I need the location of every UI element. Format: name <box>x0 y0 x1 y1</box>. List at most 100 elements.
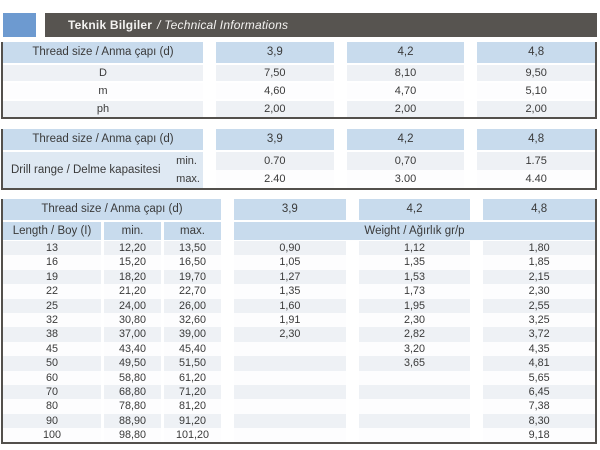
table3-row-70: 70 68,80 71,20 6,45 <box>3 384 595 400</box>
table2-header-size-4-8: 4,8 <box>477 129 595 150</box>
max-cell: 101,20 <box>164 428 221 443</box>
weight-4-2-cell: 1,53 <box>358 269 471 285</box>
table2-header-row: Thread size / Anma çapı (d) 3,9 4,2 4,8 <box>3 129 595 150</box>
table1-header-size-3-9: 3,9 <box>216 42 334 63</box>
weight-3-9-cell: 0,90 <box>234 241 346 256</box>
weight-3-9-cell: 1,05 <box>234 255 346 270</box>
value-cell: 2,00 <box>477 101 595 117</box>
min-cell: 78,80 <box>104 399 161 414</box>
length-cell: 100 <box>3 428 101 443</box>
weight-4-2-cell: 2,30 <box>358 312 471 328</box>
table3-header-row: Thread size / Anma çapı (d) 3,9 4,2 4,8 <box>3 199 595 220</box>
table-length-weight: Thread size / Anma çapı (d) 3,9 4,2 4,8 … <box>1 199 597 445</box>
length-cell: 32 <box>3 312 101 328</box>
weight-4-8-cell: 2,15 <box>483 269 595 285</box>
weight-4-2-cell: 3,65 <box>358 356 471 371</box>
table3-row-80: 80 78,80 81,20 7,38 <box>3 399 595 414</box>
max-cell: 13,50 <box>164 241 221 256</box>
min-cell: 68,80 <box>104 384 161 400</box>
weight-4-8-cell: 8,30 <box>483 413 595 429</box>
table3-header-size-4-2: 4,2 <box>358 199 471 220</box>
min-cell: 37,00 <box>104 327 161 342</box>
table3-row-45: 45 43,40 45,40 3,20 4,35 <box>3 341 595 357</box>
max-cell: 51,50 <box>164 356 221 371</box>
weight-4-8-cell: 9,18 <box>483 428 595 443</box>
table1-row-m: m 4,60 4,70 5,10 <box>3 83 595 99</box>
table3-header-size-4-8: 4,8 <box>483 199 595 220</box>
table3-body: 13 12,20 13,50 0,90 1,12 1,80 16 15,20 16,50 1,05… <box>3 241 595 443</box>
table2-header-label: Thread size / Anma çapı (d) <box>3 129 203 150</box>
length-cell: 45 <box>3 341 101 357</box>
page-title-turkish: Teknik Bilgiler <box>68 18 153 32</box>
min-cell: 24,00 <box>104 298 161 313</box>
weight-3-9-cell: 1,91 <box>234 312 346 328</box>
min-cell: 21,20 <box>104 284 161 299</box>
drill-min-3-9: 0.70 <box>216 152 334 170</box>
max-cell: 71,20 <box>164 384 221 400</box>
drill-min-4-8: 1.75 <box>477 152 595 170</box>
drill-min-4-2: 0,70 <box>346 152 465 170</box>
value-cell: 9,50 <box>477 65 595 81</box>
max-cell: 81,20 <box>164 399 221 414</box>
page-title-english: / Technical Informations <box>157 18 289 32</box>
row-label: m <box>3 83 203 99</box>
max-cell: 19,70 <box>164 269 221 285</box>
value-cell: 7,50 <box>216 65 334 81</box>
value-cell: 2,00 <box>346 101 465 117</box>
weight-4-2-cell <box>358 413 471 429</box>
min-cell: 12,20 <box>104 241 161 256</box>
min-cell: 43,40 <box>104 341 161 357</box>
weight-3-9-cell: 1,35 <box>234 284 346 299</box>
length-cell: 70 <box>3 384 101 400</box>
length-cell: 60 <box>3 370 101 385</box>
table3-row-22: 22 21,20 22,70 1,35 1,73 2,30 <box>3 284 595 299</box>
weight-4-8-cell: 2,55 <box>483 298 595 313</box>
length-cell: 25 <box>3 298 101 313</box>
table3-row-38: 38 37,00 39,00 2,30 2,82 3,72 <box>3 327 595 342</box>
weight-3-9-cell <box>234 356 346 371</box>
weight-4-2-cell: 3,20 <box>358 341 471 357</box>
max-cell: 39,00 <box>164 327 221 342</box>
weight-4-8-cell: 3,72 <box>483 327 595 342</box>
weight-4-2-cell <box>358 428 471 443</box>
max-cell: 91,20 <box>164 413 221 429</box>
length-column-header: Length / Boy (I) <box>3 222 101 240</box>
value-cell: 5,10 <box>477 83 595 99</box>
length-cell: 22 <box>3 284 101 299</box>
table1-header-label: Thread size / Anma çapı (d) <box>3 42 203 63</box>
max-cell: 32,60 <box>164 312 221 328</box>
max-cell: 26,00 <box>164 298 221 313</box>
length-cell: 50 <box>3 356 101 371</box>
min-cell: 30,80 <box>104 312 161 328</box>
weight-4-8-cell: 1,80 <box>483 241 595 256</box>
weight-4-8-cell: 4,35 <box>483 341 595 357</box>
weight-4-8-cell: 5,65 <box>483 370 595 385</box>
weight-4-2-cell: 1,73 <box>358 284 471 299</box>
length-cell: 38 <box>3 327 101 342</box>
length-cell: 16 <box>3 255 101 270</box>
table3-row-25: 25 24,00 26,00 1,60 1,95 2,55 <box>3 298 595 313</box>
table1-header-size-4-8: 4,8 <box>477 42 595 63</box>
weight-3-9-cell: 1,27 <box>234 269 346 285</box>
table3-row-60: 60 58,80 61,20 5,65 <box>3 370 595 385</box>
title-row: Teknik Bilgiler / Technical Informations <box>0 13 600 37</box>
table3-subheader-row: Length / Boy (I) min. max. Weight / Ağır… <box>3 222 595 240</box>
weight-4-8-cell: 7,38 <box>483 399 595 414</box>
drill-range-label: Drill range / Delme kapasitesi <box>11 164 161 176</box>
table2-header-size-4-2: 4,2 <box>346 129 465 150</box>
table3-row-90: 90 88,90 91,20 8,30 <box>3 413 595 429</box>
weight-4-8-cell: 4,81 <box>483 356 595 371</box>
weight-3-9-cell <box>234 413 346 429</box>
weight-3-9-cell <box>234 428 346 443</box>
accent-square <box>3 13 36 37</box>
min-cell: 18,20 <box>104 269 161 285</box>
length-cell: 13 <box>3 241 101 256</box>
table3-row-100: 100 98,80 101,20 9,18 <box>3 428 595 443</box>
title-bar: Teknik Bilgiler / Technical Informations <box>45 13 597 37</box>
length-cell: 80 <box>3 399 101 414</box>
value-cell: 4,70 <box>346 83 465 99</box>
weight-4-2-cell: 1,95 <box>358 298 471 313</box>
min-label: min. <box>176 155 197 167</box>
row-label: ph <box>3 101 203 117</box>
table1-row-D: D 7,50 8,10 9,50 <box>3 65 595 81</box>
